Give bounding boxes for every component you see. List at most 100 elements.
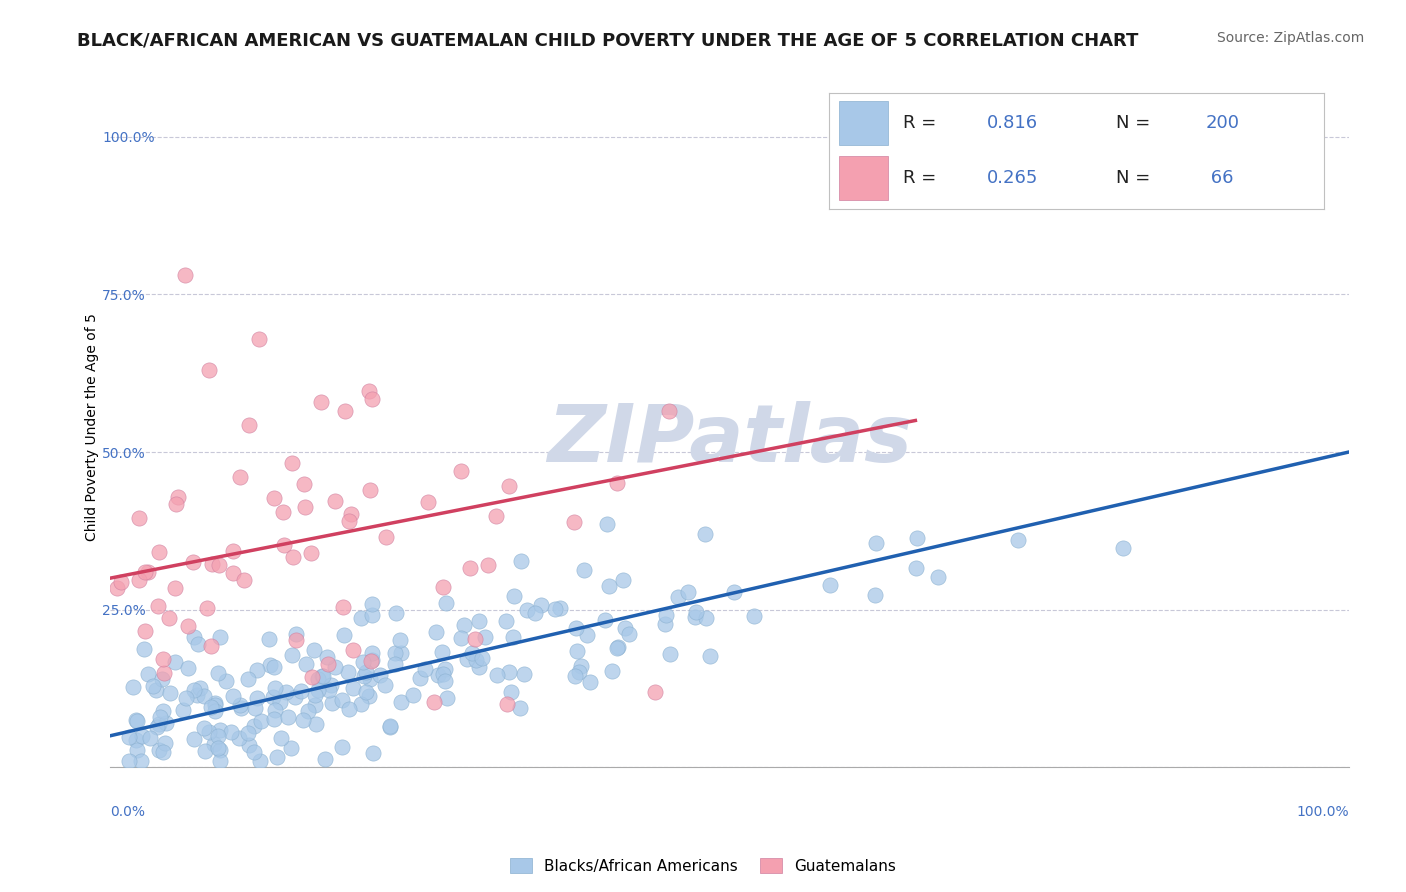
Point bbox=[354, 684, 377, 698]
Point bbox=[359, 483, 381, 498]
Point bbox=[436, 691, 458, 706]
Point bbox=[281, 549, 304, 564]
Point bbox=[606, 641, 628, 656]
Point bbox=[434, 673, 457, 688]
Point bbox=[340, 507, 363, 521]
Point bbox=[471, 650, 494, 665]
Point bbox=[215, 673, 238, 688]
Point bbox=[269, 695, 291, 709]
Point bbox=[246, 691, 269, 706]
Point bbox=[389, 646, 412, 660]
Point bbox=[360, 654, 382, 668]
Legend: Blacks/African Americans, Guatemalans: Blacks/African Americans, Guatemalans bbox=[503, 852, 903, 880]
Point bbox=[198, 724, 221, 739]
Point bbox=[614, 621, 637, 635]
Point bbox=[128, 511, 150, 525]
Point bbox=[579, 675, 602, 690]
Point bbox=[337, 665, 360, 680]
Point bbox=[177, 661, 200, 675]
Point bbox=[208, 630, 231, 644]
Point bbox=[173, 268, 195, 283]
Point bbox=[263, 712, 285, 726]
Point bbox=[467, 614, 489, 628]
Point bbox=[905, 531, 928, 545]
Y-axis label: Child Poverty Under the Age of 5: Child Poverty Under the Age of 5 bbox=[86, 313, 100, 541]
Point bbox=[302, 643, 325, 657]
Point bbox=[177, 619, 200, 633]
Point bbox=[134, 566, 156, 580]
Point bbox=[118, 754, 141, 768]
Point bbox=[284, 632, 307, 647]
Point bbox=[204, 696, 226, 710]
Point bbox=[352, 655, 374, 669]
Point bbox=[315, 650, 337, 665]
Point bbox=[683, 609, 706, 624]
Point bbox=[456, 652, 478, 666]
Point bbox=[134, 641, 156, 656]
Point bbox=[335, 404, 357, 418]
Point bbox=[360, 597, 382, 611]
Point bbox=[207, 558, 229, 572]
Point bbox=[238, 672, 260, 686]
Point bbox=[207, 741, 229, 756]
Point bbox=[695, 527, 717, 541]
Point bbox=[294, 500, 316, 514]
Point bbox=[204, 698, 226, 712]
Point bbox=[402, 688, 425, 702]
Point bbox=[304, 688, 326, 702]
Point bbox=[305, 716, 328, 731]
Point bbox=[125, 714, 148, 728]
Point bbox=[152, 704, 174, 718]
Point bbox=[297, 704, 319, 718]
Point bbox=[485, 508, 508, 523]
Point bbox=[242, 719, 264, 733]
Point bbox=[389, 695, 412, 709]
Point bbox=[274, 685, 297, 699]
Point bbox=[464, 632, 486, 646]
Point bbox=[152, 745, 174, 759]
Point bbox=[321, 696, 343, 710]
Point bbox=[904, 560, 927, 574]
Point bbox=[501, 684, 523, 698]
Point bbox=[523, 606, 546, 620]
Point bbox=[598, 579, 620, 593]
Point bbox=[450, 632, 472, 646]
Point bbox=[319, 678, 342, 692]
Point bbox=[384, 647, 406, 661]
Point bbox=[509, 701, 531, 715]
Point bbox=[266, 749, 288, 764]
Point bbox=[200, 639, 222, 653]
Point bbox=[148, 716, 170, 731]
Point bbox=[280, 648, 302, 662]
Point bbox=[131, 754, 153, 768]
Point bbox=[927, 570, 949, 584]
Point bbox=[128, 573, 150, 587]
Point bbox=[569, 658, 592, 673]
Point bbox=[146, 599, 169, 613]
Point bbox=[361, 392, 384, 406]
Point bbox=[121, 680, 143, 694]
Point bbox=[318, 657, 340, 672]
Point bbox=[238, 418, 260, 433]
Point bbox=[654, 617, 676, 632]
Point bbox=[342, 681, 364, 695]
Point bbox=[307, 672, 329, 686]
Point bbox=[695, 611, 717, 625]
Point bbox=[145, 683, 167, 698]
Point bbox=[509, 554, 531, 568]
Point bbox=[166, 490, 188, 504]
Point bbox=[332, 600, 354, 615]
Text: BLACK/AFRICAN AMERICAN VS GUATEMALAN CHILD POVERTY UNDER THE AGE OF 5 CORRELATIO: BLACK/AFRICAN AMERICAN VS GUATEMALAN CHI… bbox=[77, 31, 1139, 49]
Point bbox=[742, 608, 765, 623]
Point bbox=[222, 544, 245, 558]
Point bbox=[207, 729, 229, 743]
Point bbox=[148, 545, 170, 559]
Point bbox=[676, 585, 699, 599]
Point bbox=[193, 689, 215, 703]
Point bbox=[502, 631, 524, 645]
Point bbox=[357, 384, 380, 399]
Point bbox=[200, 699, 222, 714]
Point bbox=[299, 545, 322, 559]
Point bbox=[136, 565, 159, 579]
Point bbox=[361, 746, 384, 760]
